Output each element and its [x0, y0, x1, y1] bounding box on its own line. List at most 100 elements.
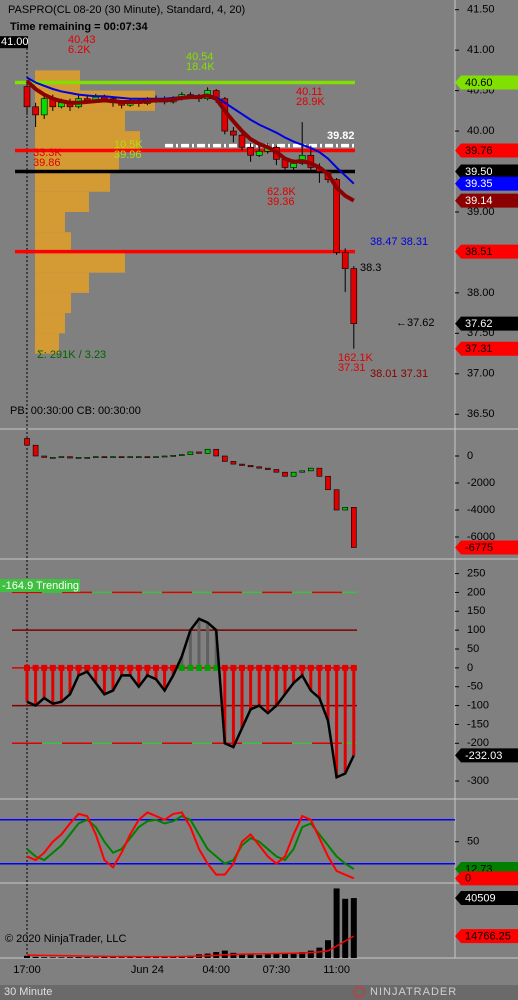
- copyright: © 2020 NinjaTrader, LLC: [5, 933, 126, 945]
- candle-body: [247, 146, 254, 156]
- delta-box: [247, 465, 254, 468]
- histogram-bar: [180, 656, 184, 668]
- volume-bar: [333, 888, 340, 958]
- marker-label: 41.00: [1, 36, 29, 48]
- time-remaining: Time remaining = 00:07:34: [10, 21, 149, 33]
- badge: [455, 75, 518, 90]
- zero-box: [333, 664, 340, 671]
- period-info: PB: 00:30:00 CB: 00:30:00: [10, 405, 141, 417]
- candle-body: [230, 130, 237, 136]
- volume-bar: [101, 957, 108, 958]
- zero-box: [49, 664, 56, 671]
- zero-box: [187, 664, 194, 671]
- histogram-bar: [111, 667, 115, 691]
- zero-box: [239, 664, 245, 671]
- y-tick-label: -300: [467, 775, 489, 787]
- badge: [455, 143, 518, 158]
- zero-box: [307, 664, 314, 671]
- volume-bar: [290, 952, 297, 958]
- annotation: 39.86: [33, 157, 61, 169]
- badge-label: -6775: [465, 542, 493, 554]
- candle-body: [341, 252, 349, 269]
- y-tick-label: 50: [467, 836, 479, 848]
- zero-box: [342, 664, 349, 671]
- annotation: 28.9K: [296, 96, 325, 108]
- annotation: 40.11: [296, 86, 323, 98]
- zero-box: [127, 664, 134, 671]
- volume-bar: [316, 947, 323, 958]
- histogram-bar: [343, 667, 347, 774]
- histogram-bar: [231, 667, 235, 748]
- profile-bar: [35, 252, 125, 273]
- y-tick-label: -200: [467, 737, 489, 749]
- delta-box: [144, 456, 151, 458]
- delta-box: [67, 456, 73, 459]
- zero-box: [41, 664, 48, 671]
- delta-box: [41, 455, 48, 458]
- y-tick-label: 36.50: [467, 408, 495, 420]
- y-tick-label: 41.50: [467, 4, 495, 16]
- delta-box: [256, 466, 263, 469]
- trend-label: -164.9 Trending: [2, 580, 79, 592]
- annotation: 6.2K: [68, 44, 91, 56]
- volume-bar: [239, 953, 245, 958]
- badge-label: 39.76: [465, 145, 493, 157]
- annotation: 37.31: [338, 362, 366, 374]
- profile-bar: [35, 70, 80, 91]
- logo-icon: [353, 986, 365, 998]
- badge-label: -232.03: [465, 750, 502, 762]
- profile-bar: [35, 151, 119, 172]
- x-tick-label: 11:00: [323, 964, 350, 976]
- delta-box: [75, 457, 82, 459]
- histogram-bar: [223, 667, 227, 744]
- histogram-bar: [42, 667, 46, 699]
- y-tick-label: 41.00: [467, 44, 495, 56]
- y-tick-label: 40.00: [467, 125, 495, 137]
- volume-bar: [247, 954, 254, 958]
- delta-box: [49, 457, 56, 459]
- y-tick-label: -100: [467, 699, 489, 711]
- delta-box: [230, 461, 237, 465]
- zero-box: [101, 664, 108, 671]
- y-tick-label: -50: [467, 681, 483, 693]
- annotation: 62.8K: [267, 186, 296, 198]
- annotation: 38.3: [360, 262, 381, 274]
- delta-box: [273, 469, 280, 473]
- histogram-bar: [145, 667, 149, 676]
- volume-bar: [118, 957, 125, 958]
- zero-box: [144, 664, 151, 671]
- volume-bar: [307, 950, 314, 958]
- badge-label: 37.62: [465, 318, 493, 330]
- candle-body: [238, 134, 246, 148]
- histogram-bar: [94, 667, 98, 683]
- profile-bar: [35, 211, 65, 233]
- delta-box: [58, 456, 65, 458]
- candle-body: [290, 163, 297, 168]
- histogram-bar: [206, 622, 210, 668]
- histogram-bar: [257, 667, 261, 706]
- histogram-bar: [283, 667, 287, 695]
- delta-box: [222, 455, 228, 462]
- delta-box: [136, 456, 142, 458]
- volume-bar: [264, 954, 271, 958]
- zero-box: [118, 664, 125, 671]
- profile-bar: [35, 232, 71, 253]
- candle-body: [32, 106, 39, 116]
- zero-box: [290, 664, 297, 671]
- y-tick-label: 50: [467, 643, 479, 655]
- badge-label: 0: [465, 873, 471, 885]
- annotation: 38.01 37.31: [370, 368, 428, 380]
- volume-bar: [75, 957, 82, 958]
- badge-label: 14766.25: [465, 931, 511, 943]
- delta-box: [264, 467, 271, 470]
- delta-box: [170, 455, 176, 457]
- zero-box: [178, 664, 185, 671]
- volume-bar: [144, 957, 151, 958]
- volume-bar: [41, 957, 48, 958]
- badge: [455, 341, 518, 356]
- badge-label: 40509: [465, 892, 496, 904]
- delta-box: [325, 475, 331, 491]
- y-tick-label: -6000: [467, 531, 495, 543]
- histogram-bar: [249, 667, 253, 710]
- x-tick-label: Jun 24: [131, 964, 164, 976]
